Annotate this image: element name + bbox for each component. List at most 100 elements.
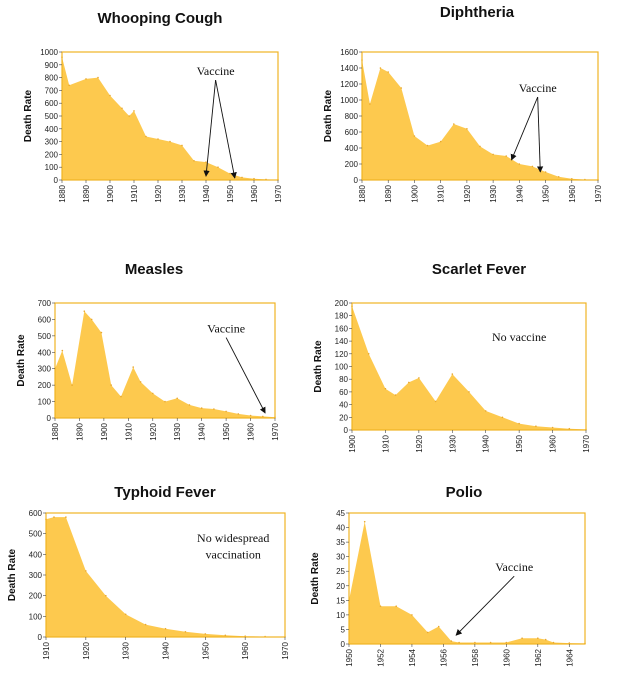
- data-point: [188, 404, 191, 406]
- data-point: [557, 176, 560, 178]
- data-point: [169, 140, 171, 143]
- annotation-arrow: [215, 79, 237, 179]
- y-tick-label: 100: [29, 612, 43, 621]
- y-tick-label: 400: [45, 125, 59, 134]
- data-point: [521, 637, 523, 639]
- y-tick-label: 100: [38, 398, 52, 407]
- x-tick-label: 1900: [348, 434, 357, 452]
- y-tick-label: 200: [335, 299, 349, 308]
- x-tick-label: 1970: [594, 184, 603, 202]
- data-point: [157, 138, 159, 140]
- data-point: [458, 641, 460, 644]
- data-point: [184, 631, 187, 633]
- x-tick-label: 1970: [271, 422, 280, 440]
- data-point: [489, 641, 492, 644]
- data-point: [451, 373, 454, 375]
- data-point: [479, 145, 481, 148]
- y-tick-label: 400: [345, 144, 359, 153]
- data-point: [379, 605, 382, 607]
- y-tick-label: 600: [38, 315, 52, 324]
- data-point: [105, 594, 107, 597]
- y-tick-label: 700: [45, 86, 59, 95]
- y-tick-label: 80: [339, 375, 348, 384]
- x-tick-label: 1900: [106, 184, 115, 202]
- data-point: [217, 166, 219, 168]
- x-tick-label: 1910: [124, 422, 133, 440]
- y-tick-label: 35: [336, 538, 345, 547]
- data-point: [544, 638, 547, 641]
- y-tick-label: 180: [335, 312, 349, 321]
- y-tick-label: 700: [38, 299, 52, 308]
- y-tick-label: 500: [29, 530, 43, 539]
- y-tick-label: 0: [38, 633, 43, 642]
- y-tick-label: 1600: [340, 48, 358, 57]
- x-tick-label: 1954: [408, 648, 417, 666]
- x-tick-label: 1900: [410, 184, 419, 202]
- x-tick-label: 1970: [274, 184, 283, 202]
- annotation-arrow: [536, 96, 544, 173]
- data-point: [400, 87, 403, 89]
- y-tick-label: 600: [345, 128, 359, 137]
- x-tick-label: 1940: [202, 184, 211, 202]
- series-area: [62, 57, 278, 180]
- data-point: [518, 163, 521, 165]
- y-tick-label: 0: [47, 414, 52, 423]
- data-point: [394, 394, 397, 396]
- series-area: [349, 521, 585, 644]
- chart-2: Measles Death Rate 0 100 200 300 400 500 600 700 1…: [16, 261, 280, 441]
- annotation-text: No vaccine: [492, 330, 546, 344]
- chart-title: Measles: [125, 261, 183, 278]
- x-tick-label: 1880: [58, 184, 67, 202]
- chart-title: Typhoid Fever: [114, 484, 216, 501]
- y-tick-label: 1000: [340, 96, 358, 105]
- y-tick-label: 300: [38, 365, 52, 374]
- x-tick-label: 1880: [51, 422, 60, 440]
- data-point: [551, 426, 554, 429]
- x-tick-label: 1960: [549, 434, 558, 452]
- data-point: [535, 425, 537, 428]
- data-point: [426, 144, 429, 147]
- data-point: [204, 633, 207, 635]
- data-point: [225, 410, 227, 413]
- data-point: [363, 520, 366, 523]
- data-point: [484, 410, 487, 412]
- y-tick-label: 40: [336, 524, 345, 533]
- x-tick-label: 1920: [154, 184, 163, 202]
- y-tick-label: 160: [335, 324, 349, 333]
- y-tick-label: 200: [345, 160, 359, 169]
- data-point: [68, 84, 70, 87]
- annotation-text: Vaccine: [519, 81, 557, 95]
- annotation-text: No widespread: [197, 531, 269, 545]
- data-point: [537, 637, 539, 639]
- data-point: [450, 640, 453, 642]
- data-point: [85, 570, 87, 572]
- x-tick-label: 1910: [42, 641, 51, 659]
- data-point: [109, 94, 111, 97]
- series-area: [46, 517, 285, 637]
- y-tick-label: 120: [335, 350, 349, 359]
- x-tick-label: 1956: [439, 648, 448, 666]
- data-point: [387, 71, 390, 73]
- x-tick-label: 1900: [100, 422, 109, 440]
- data-point: [152, 392, 154, 395]
- x-tick-label: 1960: [250, 184, 259, 202]
- series-area: [55, 311, 275, 418]
- x-tick-label: 1890: [384, 184, 393, 202]
- y-tick-label: 40: [339, 401, 348, 410]
- plot-frame: [348, 512, 586, 645]
- x-tick-label: 1958: [471, 648, 480, 666]
- data-point: [120, 395, 122, 398]
- annotation-text: Vaccine: [207, 322, 245, 336]
- data-point: [193, 160, 195, 162]
- data-point: [434, 400, 437, 403]
- series-area: [362, 60, 598, 180]
- x-tick-label: 1960: [247, 422, 256, 440]
- data-point: [83, 310, 86, 313]
- annotation-text: Vaccine: [197, 64, 235, 78]
- y-tick-label: 20: [339, 413, 348, 422]
- data-point: [97, 76, 99, 79]
- y-tick-label: 60: [339, 388, 348, 397]
- x-tick-label: 1940: [482, 434, 491, 452]
- x-tick-label: 1950: [201, 641, 210, 659]
